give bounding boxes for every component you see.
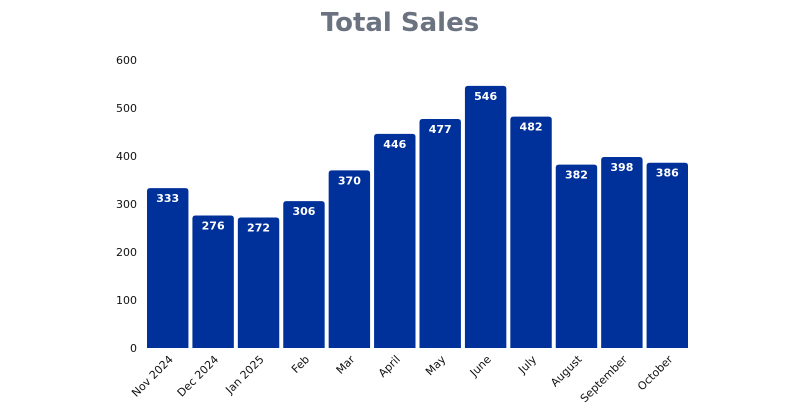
x-tick-label: Nov 2024 bbox=[129, 353, 176, 400]
bar bbox=[328, 170, 371, 348]
bar bbox=[646, 162, 688, 348]
y-tick-label: 0 bbox=[130, 342, 137, 355]
y-tick-label: 400 bbox=[116, 150, 137, 163]
bar bbox=[419, 119, 461, 348]
bar-value-label: 382 bbox=[565, 169, 588, 182]
bar-value-label: 276 bbox=[202, 220, 225, 233]
bar bbox=[555, 164, 598, 348]
bars-group: 333 276 272 306 370 446 477 546 482 382 398 386 bbox=[147, 85, 688, 349]
x-tick-label: May bbox=[423, 353, 449, 379]
bar-value-label: 333 bbox=[156, 192, 179, 205]
y-tick-label: 300 bbox=[116, 198, 137, 211]
bar-value-label: 477 bbox=[429, 123, 452, 136]
x-tick-label: Feb bbox=[289, 353, 312, 376]
bar-value-label: 370 bbox=[338, 174, 361, 187]
y-tick-label: 200 bbox=[116, 246, 137, 259]
x-tick-label: August bbox=[548, 352, 585, 389]
y-tick-label: 100 bbox=[116, 294, 137, 307]
x-tick-label: Jan 2025 bbox=[223, 353, 267, 397]
bar-value-label: 446 bbox=[383, 138, 406, 151]
bar bbox=[283, 201, 325, 348]
x-tick-label: Dec 2024 bbox=[175, 353, 222, 400]
x-tick-label: April bbox=[376, 353, 403, 380]
x-tick-label: October bbox=[635, 353, 676, 394]
bar-value-label: 398 bbox=[610, 161, 633, 174]
bar bbox=[374, 133, 416, 348]
bar-value-label: 306 bbox=[292, 205, 315, 218]
chart-title: Total Sales bbox=[320, 8, 480, 38]
bar-value-label: 272 bbox=[247, 221, 270, 234]
bar bbox=[237, 217, 280, 348]
bar bbox=[147, 188, 189, 348]
x-tick-label: July bbox=[515, 353, 539, 377]
y-tick-label: 600 bbox=[116, 54, 137, 67]
y-tick-label: 500 bbox=[116, 102, 137, 115]
bar-value-label: 482 bbox=[520, 121, 543, 134]
bar bbox=[601, 156, 643, 348]
bar-value-label: 546 bbox=[474, 90, 497, 103]
bar bbox=[192, 215, 234, 348]
x-tick-label: June bbox=[467, 353, 494, 380]
x-tick-label: Mar bbox=[334, 353, 358, 377]
bar bbox=[464, 85, 507, 349]
x-tick-label: September bbox=[578, 353, 631, 406]
bar bbox=[510, 116, 552, 348]
bar-value-label: 386 bbox=[656, 167, 679, 180]
y-axis: 0 100 200 300 400 500 600 bbox=[116, 54, 137, 355]
